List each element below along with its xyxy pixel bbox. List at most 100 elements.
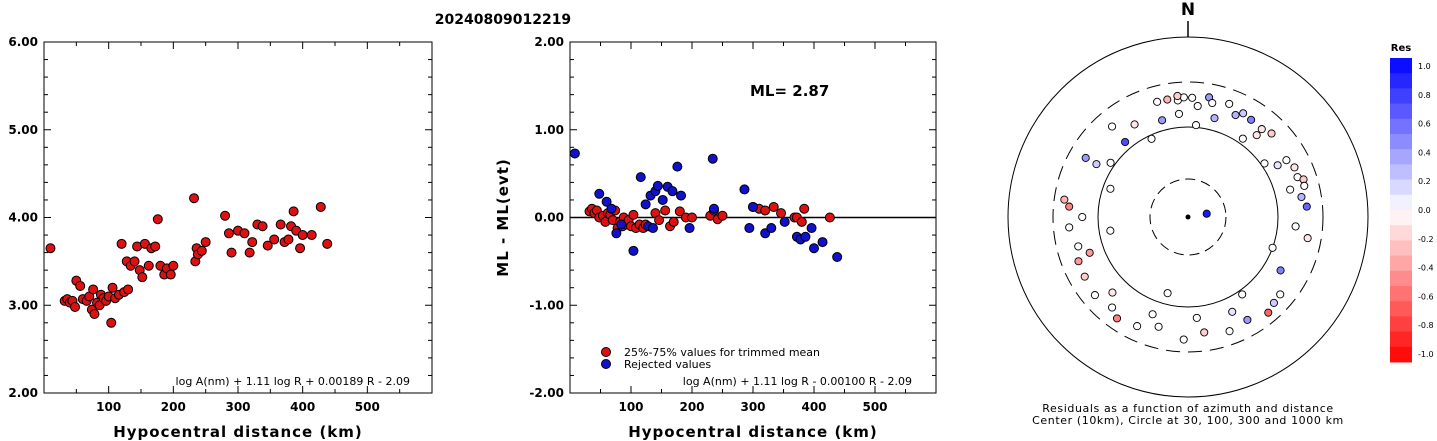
accepted-point (776, 208, 787, 219)
legend-label: Rejected values (624, 358, 711, 371)
station-residual-point (1108, 303, 1117, 312)
data-point (45, 243, 56, 254)
rejected-point (744, 223, 755, 234)
colorbar-tick-label: -0.6 (1418, 292, 1434, 301)
station-residual-point (1297, 192, 1306, 202)
rejected-point (748, 201, 758, 212)
station-residual-point (1074, 242, 1083, 251)
data-point (322, 238, 333, 249)
station-residual-point (1163, 95, 1172, 104)
station-residual-point (1239, 109, 1248, 118)
rejected-point (611, 228, 622, 239)
colorbar-tick-label: 0.0 (1418, 206, 1431, 215)
colorbar-swatch (1390, 316, 1412, 333)
data-point (306, 230, 317, 241)
colorbar-swatch (1390, 301, 1412, 317)
distance-ring (1052, 81, 1324, 353)
data-point (137, 272, 148, 283)
station-residual-point (1243, 315, 1252, 324)
data-point (89, 309, 100, 320)
data-point (297, 230, 308, 241)
station-residual-point (1286, 185, 1295, 194)
station-residual-point (1247, 115, 1256, 124)
accepted-point (760, 205, 771, 216)
y-tick-label: 5.00 (8, 123, 38, 137)
epicenter-marker (1185, 214, 1191, 220)
accepted-point (796, 216, 807, 227)
rejected-point (657, 194, 668, 205)
data-point (107, 282, 118, 293)
station-residual-point (1112, 314, 1122, 323)
data-point (244, 247, 255, 258)
colorbar-swatch (1390, 149, 1412, 165)
x-tick-label: 200 (679, 400, 704, 414)
station-residual-point (1108, 122, 1117, 131)
rejected-point (809, 243, 819, 254)
legend-label: 25%-75% values for trimmed mean (624, 346, 820, 359)
rejected-point (652, 180, 663, 191)
station-residual-point (1273, 161, 1282, 170)
y-axis-label: ML - ML(evt) (494, 158, 512, 276)
x-tick-label: 500 (862, 400, 887, 414)
accepted-point (660, 205, 671, 216)
station-residual-point (1154, 322, 1163, 331)
rejected-point (707, 153, 718, 164)
colorbar-tick-label: -1.0 (1418, 350, 1434, 359)
data-point (239, 228, 250, 239)
x-tick-label: 100 (618, 400, 643, 414)
distance-ring (1149, 178, 1227, 256)
rejected-point (800, 231, 811, 242)
data-point (116, 238, 127, 249)
colorbar-tick-label: 0.4 (1418, 148, 1431, 157)
accepted-point (799, 203, 810, 214)
station-residual-point (1269, 298, 1278, 307)
panel-residual-vs-distance: 100 200 300 400 500 -2.00 -1.00 0.00 1.00 2.00 Hyp… (494, 35, 937, 441)
accepted-point (668, 216, 679, 227)
station-residual-point (1257, 125, 1266, 134)
station-residual-point (1147, 134, 1156, 143)
station-residual-point (1163, 289, 1172, 298)
x-tick-label: 200 (161, 400, 186, 414)
north-label: N (1181, 0, 1195, 20)
colorbar-swatch (1390, 73, 1412, 89)
rejected-point (667, 186, 678, 197)
colorbar-tick-label: 0.6 (1418, 120, 1431, 129)
station-residual-point (1264, 308, 1273, 317)
rejected-point (676, 190, 687, 201)
station-residual-point (1231, 110, 1240, 120)
rejected-point (628, 245, 639, 256)
rejected-point (739, 184, 750, 195)
data-point (288, 206, 299, 217)
data-point (106, 317, 117, 328)
data-point (70, 302, 81, 313)
data-point (129, 256, 140, 267)
rejected-point (672, 161, 683, 172)
y-tick-label: 3.00 (8, 298, 38, 312)
rejected-point (708, 203, 719, 214)
station-residual-point (1276, 290, 1285, 299)
rejected-point (601, 196, 612, 207)
station-residual-point (1148, 310, 1157, 319)
colorbar-swatch (1390, 88, 1412, 105)
colorbar-tick-label: 1.0 (1418, 62, 1431, 71)
station-residual-point (1282, 156, 1291, 165)
rejected-point (647, 223, 658, 234)
station-residual-point (1085, 248, 1094, 257)
station-residual-point (1290, 163, 1299, 172)
station-residual-point (1173, 91, 1182, 101)
colorbar-swatch (1390, 270, 1412, 287)
x-tick-label: 500 (355, 400, 380, 414)
station-residual-point (1158, 116, 1167, 125)
data-point (269, 234, 280, 245)
station-residual-point (1267, 129, 1276, 138)
accepted-point (687, 212, 697, 223)
formula-text: log A(nm) + 1.11 log R - 0.00100 R - 2.0… (683, 375, 912, 388)
data-point (223, 228, 234, 239)
station-residual-point (1300, 181, 1309, 190)
station-residual-point (1060, 195, 1069, 204)
station-residual-point (1303, 234, 1312, 243)
legend-marker (601, 359, 611, 369)
station-residual-point (1260, 159, 1269, 168)
station-residual-point (1238, 134, 1247, 143)
station-residual-point (1106, 226, 1115, 235)
